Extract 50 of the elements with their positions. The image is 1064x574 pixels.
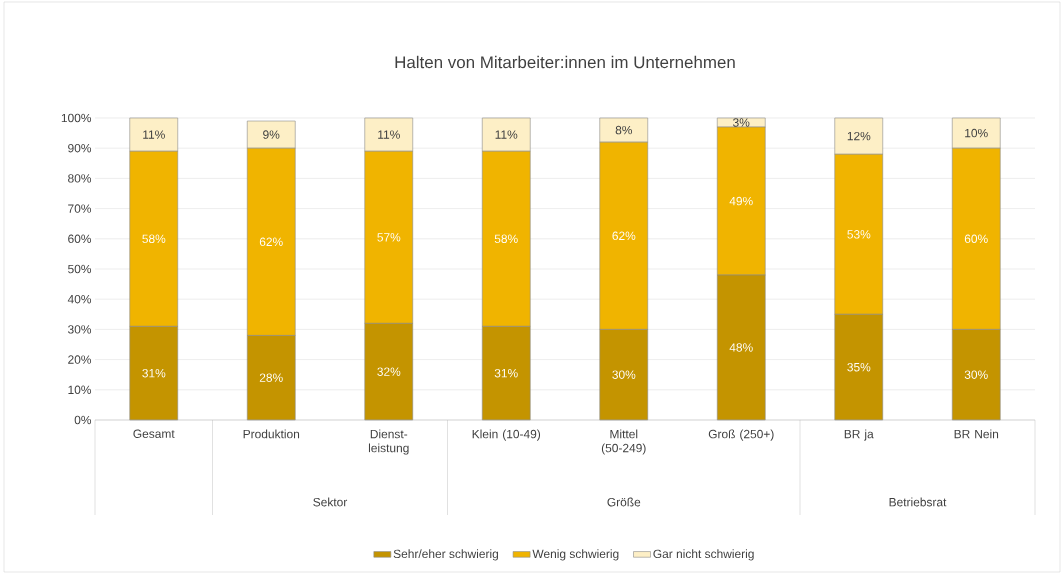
data-label: 11% xyxy=(143,130,165,139)
data-label: 9% xyxy=(263,130,280,139)
data-label: 31% xyxy=(494,368,518,378)
y-tick-label: 90% xyxy=(68,143,92,153)
x-tick-label: Dienst-leistung xyxy=(368,429,409,455)
y-tick-label: 80% xyxy=(68,174,92,183)
chart-title: Halten von Mitarbeiter:innen im Unternehmen xyxy=(395,55,735,69)
data-label: 53% xyxy=(847,230,871,239)
y-tick-label: 20% xyxy=(68,355,92,364)
text: Größe xyxy=(607,497,641,507)
data-label: 57% xyxy=(377,233,401,242)
data-label: 35% xyxy=(847,362,871,372)
data-label: 62% xyxy=(612,231,636,241)
data-label: 30% xyxy=(612,370,636,379)
legend-label: Sehr/eher schwierig xyxy=(393,549,498,561)
data-label: 60% xyxy=(964,234,988,244)
y-tick-label: 100% xyxy=(61,113,92,123)
data-label: 30% xyxy=(964,370,988,379)
x-tick-label: Klein (10-49) xyxy=(472,429,541,441)
x-tick-label: Gesamt xyxy=(133,429,175,438)
x-tick-label: BR Nein xyxy=(954,429,999,439)
y-tick-label: 50% xyxy=(68,264,92,274)
data-label: 8% xyxy=(615,125,633,135)
data-label: 31% xyxy=(142,368,166,378)
data-label: 49% xyxy=(729,196,753,206)
data-label: 11% xyxy=(378,130,400,139)
data-label: 3% xyxy=(733,118,750,127)
text: Betriebsrat xyxy=(889,497,947,507)
data-label: 10% xyxy=(965,128,988,138)
data-label: 62% xyxy=(259,237,283,247)
y-tick-label: 40% xyxy=(67,294,92,304)
data-label: 48% xyxy=(729,343,753,352)
y-tick-label: 0% xyxy=(74,415,92,425)
y-tick-label: 10% xyxy=(68,385,92,395)
data-label: 28% xyxy=(259,373,283,382)
y-tick-label: 70% xyxy=(68,204,92,213)
x-tick-label: Mittel (50-249) xyxy=(601,429,646,455)
data-label: 58% xyxy=(142,234,166,244)
legend-label: Gar nicht schwierig xyxy=(653,549,754,561)
data-label: 32% xyxy=(377,367,401,376)
data-label: 58% xyxy=(494,234,518,244)
x-tick-label: Produktion xyxy=(243,429,300,439)
data-label: 12% xyxy=(847,131,871,141)
y-tick-label: 60% xyxy=(68,234,92,244)
text: Sektor xyxy=(313,497,348,507)
x-tick-label: Groß (250+) xyxy=(708,429,774,441)
data-label: 11% xyxy=(495,130,518,139)
x-tick-label: BR ja xyxy=(844,429,874,441)
legend-label: Wenig schwierig xyxy=(532,549,619,561)
y-tick-label: 30% xyxy=(68,325,92,334)
